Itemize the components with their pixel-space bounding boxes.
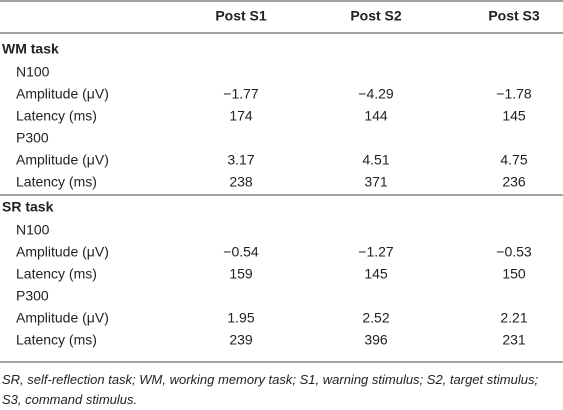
table: Post S1 Post S2 Post S3 WM task N100 Amplitud… <box>0 0 563 363</box>
cell-value: 4.51 <box>362 152 389 168</box>
cell-value: 396 <box>364 332 388 348</box>
row-label: Amplitude (μV) <box>16 152 109 168</box>
cell-value: 145 <box>364 266 388 282</box>
row-label: Amplitude (μV) <box>16 244 109 260</box>
cell-value: 159 <box>229 266 253 282</box>
group-name: P300 <box>16 288 49 304</box>
cell-value: 150 <box>502 266 526 282</box>
row-label: Latency (ms) <box>16 174 97 190</box>
cell-value: −1.77 <box>223 86 259 102</box>
section-title: SR task <box>2 199 54 215</box>
cell-value: 144 <box>364 108 388 124</box>
cell-value: 238 <box>229 174 253 190</box>
cell-value: 1.95 <box>227 310 254 326</box>
cell-value: −1.78 <box>496 86 532 102</box>
cell-value: 145 <box>502 108 526 124</box>
column-header: Post S3 <box>488 8 540 24</box>
column-header: Post S1 <box>215 8 267 24</box>
cell-value: −1.27 <box>358 244 394 260</box>
cell-value: 2.52 <box>362 310 389 326</box>
cell-value: −4.29 <box>358 86 394 102</box>
row-label: Latency (ms) <box>16 332 97 348</box>
cell-value: 4.75 <box>500 152 527 168</box>
cell-value: −0.53 <box>496 244 532 260</box>
cell-value: 2.21 <box>500 310 527 326</box>
row-label: Latency (ms) <box>16 108 97 124</box>
cell-value: 236 <box>502 174 526 190</box>
footnote: SR, self-reflection task; WM, working me… <box>2 372 539 407</box>
column-header: Post S2 <box>350 8 402 24</box>
cell-value: 3.17 <box>227 152 254 168</box>
cell-value: 371 <box>364 174 388 190</box>
row-label: Amplitude (μV) <box>16 86 109 102</box>
group-name: N100 <box>16 64 50 80</box>
row-label: Latency (ms) <box>16 266 97 282</box>
group-name: P300 <box>16 130 49 146</box>
group-name: N100 <box>16 222 50 238</box>
cell-value: 174 <box>229 108 253 124</box>
cell-value: 231 <box>502 332 526 348</box>
cell-value: −0.54 <box>223 244 259 260</box>
section-title: WM task <box>2 41 59 57</box>
cell-value: 239 <box>229 332 253 348</box>
row-label: Amplitude (μV) <box>16 310 109 326</box>
